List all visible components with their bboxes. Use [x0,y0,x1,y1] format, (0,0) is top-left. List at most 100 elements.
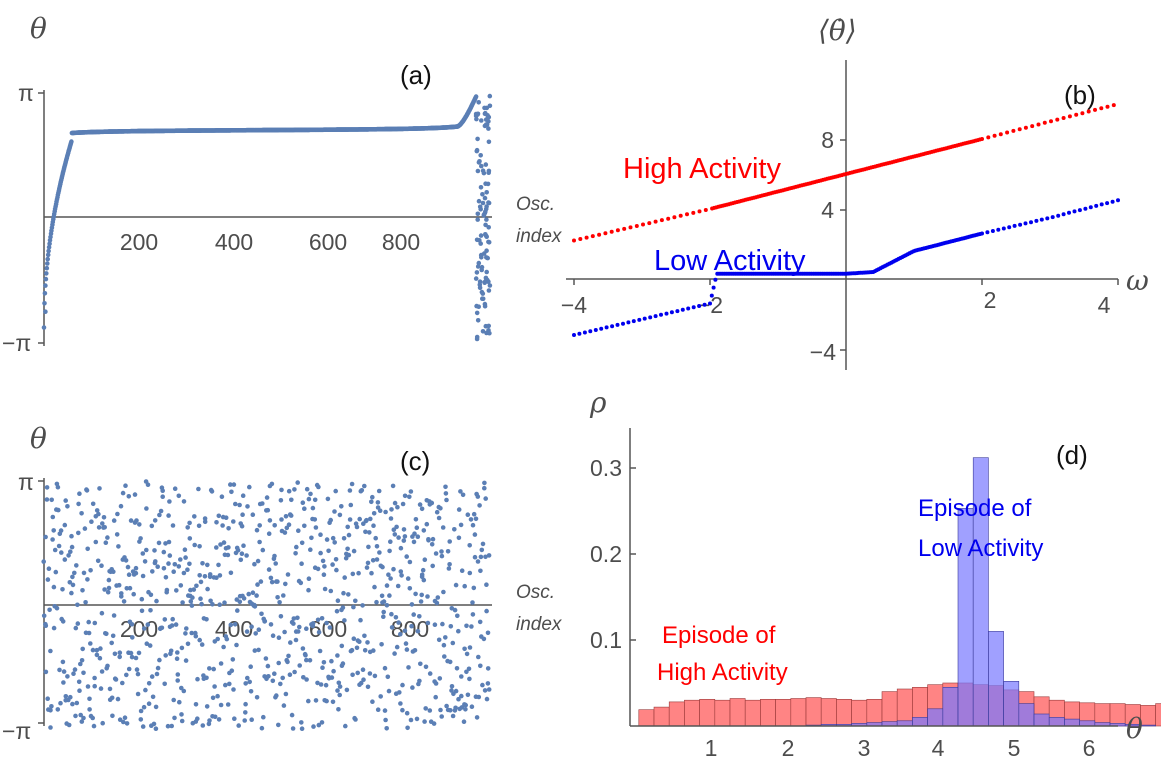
data-point [188,599,194,604]
data-point [192,514,197,519]
data-point [336,707,341,712]
data-point [164,589,169,595]
data-point [354,524,360,530]
data-point [136,650,142,656]
low-activity-bar [988,631,1004,727]
data-point [310,505,316,511]
high-activity-point [1030,124,1035,129]
data-point [83,600,88,605]
panel-a-points [41,93,493,342]
data-point [50,514,56,520]
data-point [448,708,453,713]
high-activity-point [1055,117,1060,122]
high-activity-point [697,209,702,214]
low-activity-point [648,315,653,320]
data-point [84,488,90,493]
data-point [218,661,224,666]
data-point [396,535,401,540]
data-point [68,549,73,554]
data-point [94,647,100,653]
high-activity-point [578,237,583,241]
data-point [483,117,489,122]
data-point [152,548,157,553]
data-point [423,664,429,670]
data-point [76,530,81,536]
panel-c-points [41,479,492,731]
data-point [398,631,403,637]
data-point [482,303,488,309]
data-point [341,590,346,596]
panel-d-annotation-high-line1: Episode of [662,622,776,649]
high-activity-point [1017,127,1022,132]
data-point [202,574,208,579]
high-activity-bar [714,699,731,727]
data-point [140,573,146,579]
data-point [185,567,190,572]
data-point [478,185,484,190]
data-point [151,721,157,727]
data-point [252,648,258,653]
panel-b-xtick-2: 2 [984,287,997,313]
data-point [413,517,419,522]
data-point [122,715,128,720]
data-point [48,648,53,654]
data-point [480,296,485,302]
low-activity-point [1105,201,1110,206]
data-point [154,598,159,604]
data-point [121,599,127,604]
data-point [332,540,338,545]
data-point [109,640,114,646]
data-point [308,491,313,497]
data-point [124,721,130,726]
data-point [212,684,217,689]
data-point [226,545,231,550]
low-activity-point [626,320,631,325]
low-activity-point [1012,223,1017,228]
data-point [41,613,47,619]
data-point [90,647,96,653]
data-point [78,712,83,718]
data-point [448,624,454,629]
data-point [402,534,408,539]
panel-b-points [572,103,1120,337]
data-point [475,168,481,174]
data-point [475,318,481,323]
data-point [109,695,115,701]
data-point [464,651,470,657]
data-point [169,623,175,628]
data-point [142,559,148,564]
data-point [247,679,252,685]
data-point [182,547,188,552]
data-point [383,509,388,515]
data-point [404,647,410,652]
data-point [44,497,50,502]
data-point [312,517,318,522]
data-point [204,675,209,681]
data-point [486,225,492,230]
panel-b-ytick-8: 8 [821,127,834,153]
high-activity-bar [668,701,685,727]
data-point [245,504,250,509]
data-point [81,715,86,721]
data-point [395,504,400,510]
low-activity-point [1050,215,1055,220]
high-activity-point [641,222,645,227]
data-point [402,493,408,499]
data-point [115,696,121,702]
data-point [155,564,160,569]
data-point [45,696,50,701]
data-point [472,532,478,537]
data-point [337,684,343,689]
data-point [377,508,383,513]
data-point [229,489,234,495]
data-point [281,703,287,708]
data-point [377,550,382,555]
data-point [230,657,236,662]
high-activity-bar [653,706,670,727]
data-point [295,615,300,621]
data-point [303,652,308,658]
high-activity-bar [790,698,807,727]
high-activity-point [1105,104,1110,109]
data-point [328,517,334,523]
data-point [476,198,482,204]
